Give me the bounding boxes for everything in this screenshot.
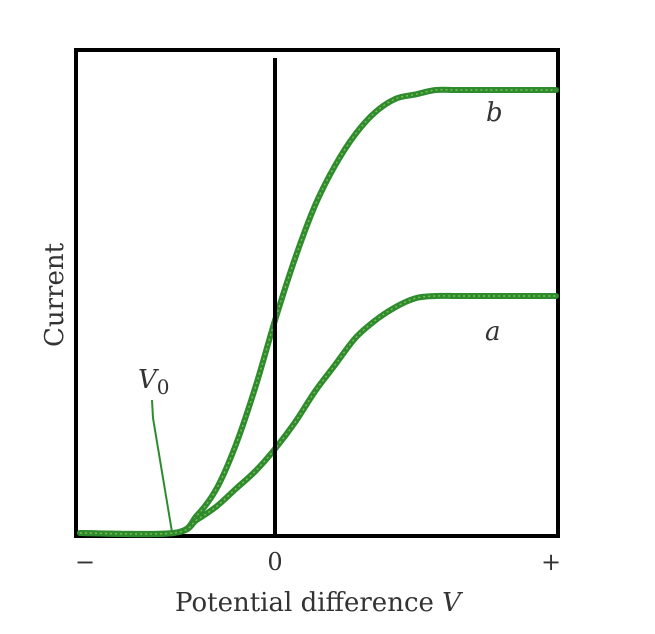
plot-frame xyxy=(74,48,560,538)
x-axis-title: Potential difference V xyxy=(175,588,463,618)
x-tick-label-zero: 0 xyxy=(267,548,282,576)
v0-label-subscript: 0 xyxy=(157,375,170,399)
x-tick-label-plus: + xyxy=(541,548,561,576)
x-axis-title-text: Potential difference xyxy=(175,588,442,618)
series-label-b: b xyxy=(486,98,503,128)
series-line-texture-b xyxy=(79,88,556,536)
y-axis-title: Current xyxy=(40,242,70,347)
curves xyxy=(77,86,559,538)
series-line-b xyxy=(77,86,559,538)
series-line-texture-a xyxy=(79,295,556,535)
v0-leader-line xyxy=(151,399,173,533)
x-axis-title-variable: V xyxy=(442,588,463,618)
v0-annotation-label: V0 xyxy=(138,365,170,399)
x-tick-label-minus: − xyxy=(75,548,95,576)
series-label-a: a xyxy=(485,317,501,347)
v0-label-main: V xyxy=(138,365,159,395)
